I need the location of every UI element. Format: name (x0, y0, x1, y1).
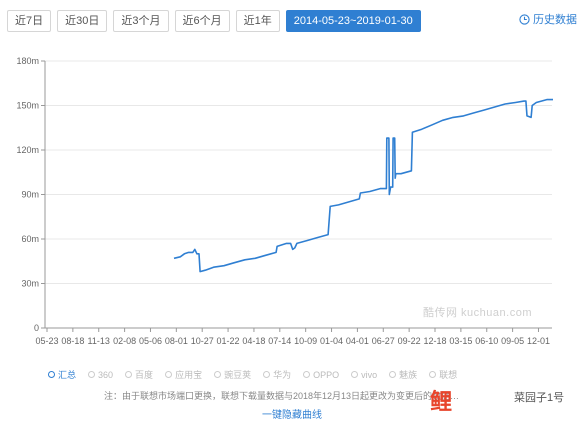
legend-item[interactable]: 百度 (125, 368, 153, 381)
x-tick-label: 06-27 (372, 336, 395, 346)
x-tick-label: 05-23 (35, 336, 58, 346)
legend-item[interactable]: 魅族 (389, 368, 417, 381)
x-tick-label: 08-18 (61, 336, 84, 346)
legend-item[interactable]: 应用宝 (165, 368, 202, 381)
legend-label: 应用宝 (175, 370, 203, 380)
legend-label: 豌豆荚 (224, 370, 252, 380)
x-tick-label: 02-08 (113, 336, 136, 346)
x-tick-label: 01-04 (320, 336, 343, 346)
tab-3-months[interactable]: 近3个月 (113, 10, 169, 32)
brand-logo: 鲤 (430, 389, 454, 414)
x-tick-label: 05-06 (139, 336, 162, 346)
chart-series (173, 98, 553, 273)
legend-item[interactable]: 联想 (429, 368, 457, 381)
legend-item[interactable]: OPPO (303, 368, 339, 381)
legend-item[interactable]: 豌豆荚 (214, 368, 251, 381)
legend-label: 魅族 (399, 370, 418, 380)
x-tick-label: 04-01 (346, 336, 369, 346)
legend-marker-icon (48, 371, 55, 378)
legend-label: 360 (98, 369, 114, 380)
legend-item[interactable]: vivo (351, 368, 377, 381)
legend-marker-icon (351, 371, 359, 378)
history-data-link[interactable]: 历史数据 (519, 11, 577, 27)
tab-custom-range[interactable]: 2014-05-23~2019-01-30 (285, 10, 421, 32)
y-tick-label: 120m (16, 145, 39, 155)
legend-label: 联想 (439, 370, 458, 380)
y-tick-label: 90m (21, 190, 39, 200)
watermark: 酷传网 kuchuan.com (423, 307, 532, 319)
x-tick-label: 10-09 (294, 336, 317, 346)
x-tick-label: 09-05 (501, 336, 524, 346)
y-tick-label: 30m (21, 279, 39, 289)
footnote: 注：由于联想市场端口更换，联想下载量数据与2018年12月13日起更改为变更后的… (104, 391, 460, 401)
legend-label: 百度 (135, 370, 154, 380)
date-range-tabs: 近7日 近30日 近3个月 近6个月 近1年 2014-05-23~2019-0… (7, 10, 421, 32)
legend-label: OPPO (313, 369, 340, 380)
tab-30-days[interactable]: 近30日 (57, 10, 108, 32)
x-tick-label: 12-18 (423, 336, 446, 346)
x-tick-label: 06-10 (475, 336, 498, 346)
legend-item[interactable]: 华为 (263, 368, 291, 381)
legend-marker-icon (429, 371, 437, 378)
tab-1-year[interactable]: 近1年 (235, 10, 280, 32)
legend-marker-icon (263, 371, 271, 378)
y-tick-label: 180m (16, 56, 39, 66)
chart-legend: 汇总 360 百度 应用宝 豌豆荚 华为 OPPO vivo 魅族 联想 (48, 368, 457, 381)
legend-item[interactable]: 汇总 (48, 368, 76, 381)
y-tick-label: 150m (16, 101, 39, 111)
x-tick-label: 08-01 (165, 336, 188, 346)
x-tick-label: 01-22 (217, 336, 240, 346)
clock-icon (519, 13, 530, 25)
legend-marker-icon (88, 371, 96, 378)
history-data-label: 历史数据 (533, 14, 577, 26)
legend-marker-icon (303, 371, 311, 378)
legend-item[interactable]: 360 (88, 368, 113, 381)
y-tick-label: 0 (34, 323, 39, 333)
y-axis: 0 30m 60m 90m 120m 150m 180m (16, 56, 46, 333)
x-tick-label: 04-18 (242, 336, 265, 346)
legend-label: vivo (361, 369, 378, 380)
x-axis: 05-23 08-18 11-13 02-08 05-06 08-01 10-27 01-22… (35, 327, 552, 346)
brand-logo-subtitle: 菜园子1号 (514, 392, 565, 404)
legend-marker-icon (214, 371, 222, 378)
tab-6-months[interactable]: 近6个月 (174, 10, 230, 32)
hide-curves-button[interactable]: 一键隐藏曲线 (262, 410, 322, 421)
legend-marker-icon (165, 371, 173, 378)
series-line-summary (173, 98, 553, 273)
chart-grid (45, 60, 552, 284)
legend-label: 汇总 (58, 370, 77, 380)
y-tick-label: 60m (21, 234, 39, 244)
legend-label: 华为 (273, 370, 292, 380)
x-tick-label: 12-01 (527, 336, 550, 346)
x-tick-label: 03-15 (449, 336, 472, 346)
legend-marker-icon (389, 371, 397, 378)
x-tick-label: 10-27 (191, 336, 214, 346)
x-tick-label: 11-13 (88, 336, 110, 346)
tab-7-days[interactable]: 近7日 (7, 10, 52, 32)
legend-marker-icon (125, 371, 133, 378)
download-trend-chart: 0 30m 60m 90m 120m 150m 180m 05-23 08-18 11-13 02… (16, 56, 553, 346)
x-tick-label: 07-14 (268, 336, 291, 346)
x-tick-label: 09-22 (398, 336, 421, 346)
